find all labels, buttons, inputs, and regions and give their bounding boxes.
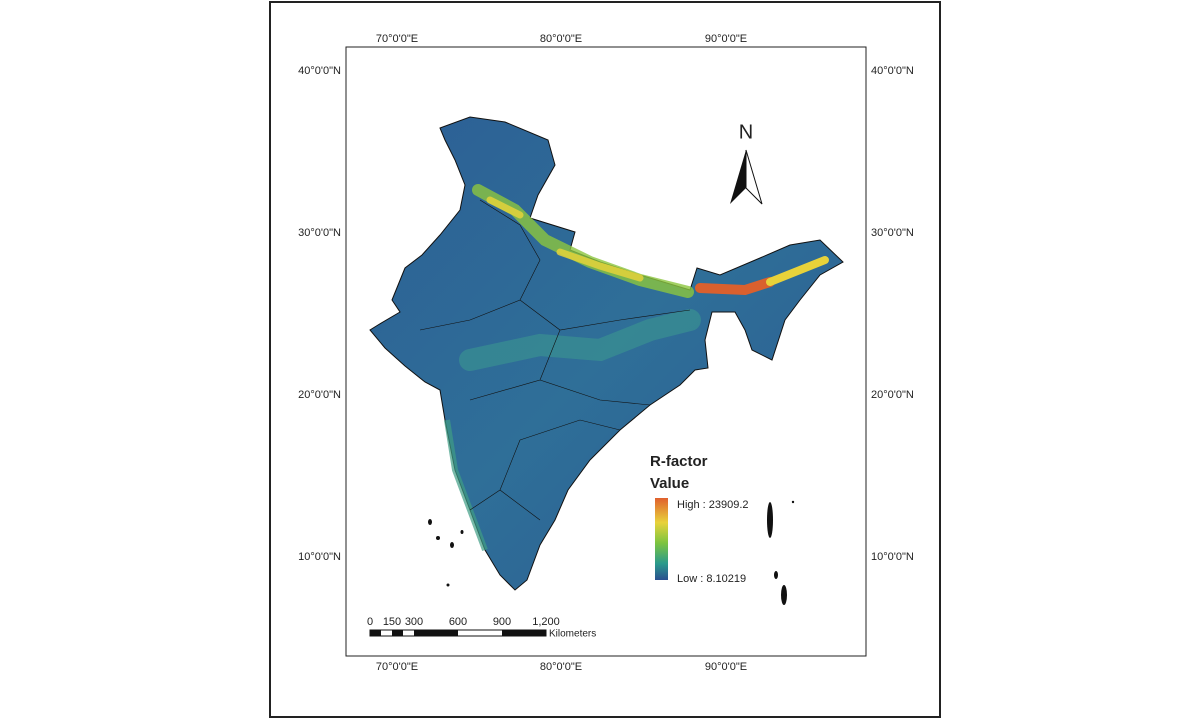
legend-subtitle: Value	[650, 475, 689, 492]
legend-low: Low : 8.10219	[677, 573, 746, 585]
scale-segment	[392, 630, 403, 636]
scale-segment	[414, 630, 458, 636]
longitude-labels: 70°0'0"E 80°0'0"E 90°0'0"E 70°0'0"E 80°0…	[376, 33, 747, 673]
scale-segment	[502, 630, 546, 636]
lat-label: 20°0'0"N	[298, 389, 341, 401]
lat-label: 20°0'0"N	[871, 389, 914, 401]
legend-title: R-factor	[650, 453, 708, 470]
scale-bar: 0 150 300 600 900 1,200 Kilometers	[367, 616, 596, 640]
mid-zone	[459, 309, 701, 371]
lon-label: 80°0'0"E	[540, 33, 582, 45]
island	[767, 502, 773, 538]
island	[450, 542, 454, 548]
lat-label: 40°0'0"N	[298, 65, 341, 77]
lat-label: 30°0'0"N	[871, 227, 914, 239]
lat-label: 10°0'0"N	[871, 551, 914, 563]
scale-segment	[370, 630, 381, 636]
scale-unit: Kilometers	[549, 629, 596, 640]
island	[436, 536, 440, 540]
legend-ramp	[655, 498, 668, 580]
scale-label: 1,200	[532, 616, 560, 628]
lon-label: 70°0'0"E	[376, 661, 418, 673]
arrow-right	[745, 149, 763, 205]
peak-zone	[695, 277, 775, 296]
north-label: N	[739, 121, 753, 143]
high-zone	[486, 196, 644, 282]
legend: R-factor Value High : 23909.2 Low : 8.10…	[650, 453, 749, 585]
scale-label: 900	[493, 616, 511, 628]
lat-label: 30°0'0"N	[298, 227, 341, 239]
lon-label: 80°0'0"E	[540, 661, 582, 673]
latitude-labels-left: 40°0'0"N 30°0'0"N 20°0'0"N 10°0'0"N	[298, 65, 341, 563]
state-borders	[419, 199, 691, 521]
north-arrow: N	[730, 121, 763, 205]
island	[781, 585, 787, 605]
island	[460, 530, 464, 534]
scale-label: 0	[367, 616, 373, 628]
lat-label: 10°0'0"N	[298, 551, 341, 563]
lon-label: 90°0'0"E	[705, 661, 747, 673]
outer-frame	[269, 1, 941, 718]
scale-label: 150	[383, 616, 401, 628]
islands	[428, 500, 795, 605]
island	[774, 571, 778, 579]
lon-label: 70°0'0"E	[376, 33, 418, 45]
island	[428, 519, 432, 525]
lon-label: 90°0'0"E	[705, 33, 747, 45]
scale-label: 300	[405, 616, 423, 628]
coast-zone	[444, 419, 488, 552]
arrow-left	[730, 150, 746, 204]
legend-high: High : 23909.2	[677, 499, 749, 511]
latitude-labels-right: 40°0'0"N 30°0'0"N 20°0'0"N 10°0'0"N	[871, 65, 914, 563]
scale-label: 600	[449, 616, 467, 628]
high-zone	[766, 256, 829, 286]
country	[369, 116, 844, 605]
lat-label: 40°0'0"N	[871, 65, 914, 77]
island	[791, 500, 795, 504]
island	[446, 583, 450, 587]
